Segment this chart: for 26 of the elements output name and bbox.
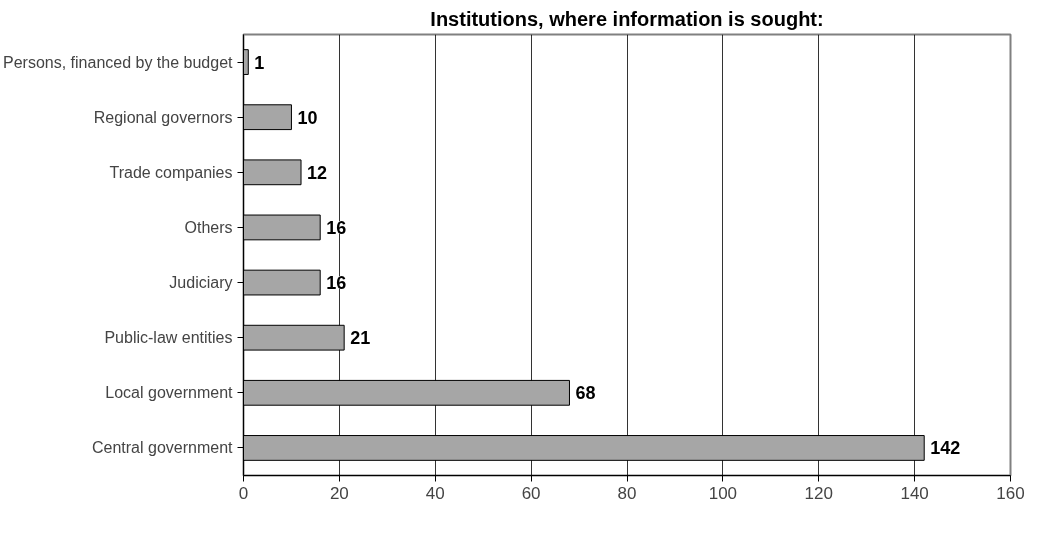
y-tick-label: Public-law entities	[104, 329, 233, 347]
y-tick-label: Persons, financed by the budget	[3, 53, 234, 71]
x-tick-label: 40	[425, 483, 445, 503]
x-tick-label: 100	[708, 483, 738, 503]
x-tick-label: 120	[804, 483, 833, 503]
y-tick-label: Others	[184, 218, 233, 236]
x-tick-label: 0	[238, 483, 249, 503]
data-label: 16	[326, 217, 347, 238]
data-label: 142	[930, 438, 961, 459]
x-tick-label: 140	[900, 483, 929, 503]
y-tick-label: Local government	[105, 384, 234, 402]
x-tick-label: 160	[996, 483, 1025, 503]
x-tick-label: 60	[521, 483, 541, 503]
data-label: 12	[307, 162, 328, 183]
x-tick-label: 20	[329, 483, 349, 503]
data-label: 10	[297, 107, 318, 128]
data-label: 16	[326, 273, 347, 294]
y-tick-label: Judiciary	[169, 274, 233, 292]
y-tick-label: Central government	[91, 439, 234, 457]
data-label: 21	[350, 328, 371, 349]
y-tick-label: Regional governors	[93, 108, 233, 126]
y-tick-label: Trade companies	[109, 163, 233, 181]
data-label: 68	[575, 383, 596, 404]
data-label: 1	[254, 52, 265, 73]
x-tick-label: 80	[617, 483, 637, 503]
chart-title: Institutions, where information is sought:	[430, 7, 824, 30]
